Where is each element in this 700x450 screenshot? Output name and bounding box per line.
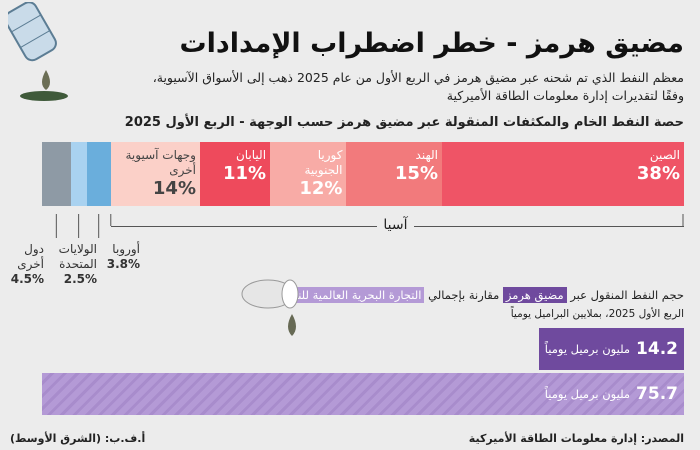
global-highlight: التجارة البحرية العالمية للنفط (278, 287, 425, 303)
bar-segment-2: كوريا الجنوبية 12% (270, 142, 347, 206)
segment-label-2: الجنوبية (304, 163, 343, 177)
source-note: المصدر: إدارة معلومات الطاقة الأميركية (468, 432, 684, 445)
bar-segment-0: الصين 38% (441, 142, 684, 206)
bar-segment-3: اليابان 11% (199, 142, 271, 206)
label-line1: دول (24, 242, 44, 256)
segment-label-2: أخرى (169, 163, 196, 177)
bar-segment-5 (86, 142, 111, 206)
segment-value: 12% (299, 178, 343, 199)
bar-segment-6 (70, 142, 87, 206)
hormuz-volume-value: 14.2 (636, 339, 678, 359)
global-volume-value: 75.7 (636, 384, 678, 404)
bar-segment-7 (42, 142, 71, 206)
label-line2: المتحدة (59, 257, 97, 271)
barrels-icon (241, 279, 299, 336)
label-line1: أوروبا (112, 242, 140, 256)
volume-title-part1: حجم النفط المنقول عبر (570, 288, 684, 302)
small-segment-label: دول أخرى 4.5% (11, 242, 44, 287)
label-value: 3.8% (106, 257, 140, 271)
volume-title-part2: مقارنة بإجمالي (428, 288, 500, 302)
segment-label: وجهات آسيوية (125, 148, 196, 162)
stacked-bar: الصين 38% الهند 15% كوريا الجنوبية 12% اليابان 1… (42, 142, 684, 206)
bar-segment-4: وجهات آسيوية أخرى 14% (110, 142, 200, 206)
segment-label: اليابان (235, 148, 267, 162)
page-title: مضيق هرمز - خطر اضطراب الإمدادات (179, 28, 684, 59)
volume-subtitle: الربع الأول 2025، بملايين البراميل يوميا… (510, 308, 684, 320)
chart-title: حصة النفط الخام والمكثفات المنقولة عبر م… (124, 115, 684, 130)
label-line2: أخرى (17, 257, 44, 271)
subtitle-line-2: وفقًا لتقديرات إدارة معلومات الطاقة الأم… (446, 88, 684, 103)
segment-label: الصين (649, 148, 680, 162)
oil-barrel-icon (8, 2, 68, 101)
global-volume-unit: مليون برميل يومياً (544, 387, 631, 401)
hormuz-highlight: مضيق هرمز (502, 287, 567, 303)
segment-value: 14% (152, 178, 196, 199)
bar-segment-1: الهند 15% (346, 142, 442, 206)
hormuz-volume-bar: 14.2 مليون برميل يومياً (538, 328, 684, 370)
label-value: 2.5% (63, 272, 97, 286)
segment-value: 38% (636, 163, 680, 184)
segment-value: 11% (222, 163, 267, 184)
small-segment-label: أوروبا 3.8% (107, 242, 140, 272)
global-volume-bar: 75.7 مليون برميل يومياً (42, 373, 684, 415)
segment-label: كوريا (317, 148, 343, 162)
label-value: 4.5% (10, 272, 44, 286)
volume-title: حجم النفط المنقول عبر مضيق هرمز مقارنة ب… (278, 287, 684, 303)
asia-label: آسيا (377, 216, 414, 234)
small-segment-label: الولايات المتحدة 2.5% (59, 242, 97, 287)
credit-note: أ.ف.ب: (الشرق الأوسط) (10, 432, 146, 445)
segment-value: 15% (394, 163, 438, 184)
hormuz-volume-unit: مليون برميل يومياً (544, 342, 631, 356)
subtitle-line-1: معظم النفط الذي تم شحنه عبر مضيق هرمز في… (152, 70, 684, 85)
segment-label: الهند (415, 148, 438, 162)
label-line1: الولايات (58, 242, 97, 256)
